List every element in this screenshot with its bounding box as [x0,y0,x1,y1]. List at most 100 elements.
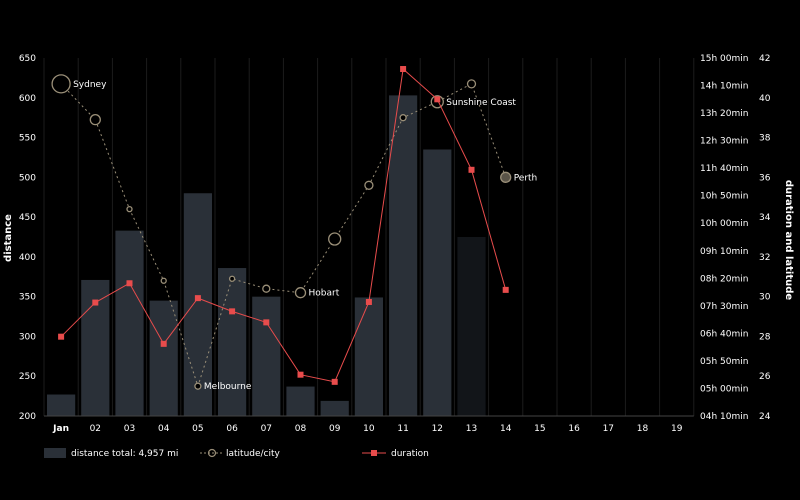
duration-point [194,295,201,302]
latitude-tick-label: 24 [759,412,771,422]
latitude-point [89,114,101,126]
duration-tick-label: 05h 00min [700,384,748,394]
duration-point [297,371,304,378]
x-tick-label: 05 [192,424,203,434]
left-tick-label: 650 [19,54,36,64]
x-tick-label: 06 [226,424,238,434]
bar-06 [218,268,247,416]
legend-swatch-duration-marker [371,450,377,456]
legend-swatch-distance [44,448,66,458]
bar-13 [457,237,486,416]
duration-point [365,298,372,305]
city-label: Sydney [73,80,107,90]
bar-Jan [47,394,76,416]
latitude-point [399,114,407,122]
duration-tick-label: 05h 50min [700,357,748,367]
latitude-point [328,232,342,246]
duration-tick-label: 14h 10min [700,82,748,92]
duration-point [92,299,99,306]
right-outer-axis: 24 26 28 30 32 34 36 38 40 42 [759,54,771,422]
latitude-point [228,275,236,282]
duration-point [126,280,133,287]
left-tick-label: 300 [19,332,36,342]
duration-tick-label: 04h 10min [700,412,748,422]
duration-tick-label: 06h 40min [700,329,748,339]
x-tick-label: 09 [329,424,341,434]
latitude-point [160,277,167,284]
x-tick-label: 15 [534,424,545,434]
left-tick-label: 450 [19,213,36,223]
duration-point [502,286,509,293]
latitude-path [60,83,507,388]
vertical-grid [43,58,695,416]
latitude-tick-label: 40 [759,94,771,104]
duration-point [229,308,236,315]
legend-label-latitude: latitude/city [226,449,281,459]
latitude-point [194,382,202,390]
legend: distance total: 4,957 mi latitude/city d… [44,448,429,459]
latitude-point [466,79,477,89]
bar-04 [149,300,178,416]
x-tick-label: 04 [158,424,170,434]
x-tick-label: 11 [397,424,408,434]
latitude-tick-label: 26 [759,372,771,382]
duration-point [434,96,441,103]
x-tick-label: 19 [671,424,683,434]
left-tick-label: 250 [19,372,36,382]
latitude-tick-label: 42 [759,54,770,64]
duration-tick-label: 11h 40min [700,164,748,174]
duration-line [58,66,509,385]
left-tick-label: 350 [19,293,36,303]
bar-03 [115,230,144,416]
latitude-line: Sydney Melbourne Hobart Sunshine Coast Perth [51,74,537,392]
duration-point [400,66,407,73]
city-label: Sunshine Coast [446,98,516,108]
legend-label-duration: duration [391,449,429,459]
x-tick-label: 08 [295,424,307,434]
x-axis: Jan 02 03 04 05 06 07 08 09 10 11 12 13 14 15 16 17 18 19 [44,415,694,434]
latitude-tick-label: 30 [759,293,771,303]
latitude-point [364,180,374,190]
duration-tick-label: 10h 00min [700,219,748,229]
duration-tick-label: 08h 20min [700,274,748,284]
bar-08 [286,386,315,416]
latitude-tick-label: 28 [759,332,771,342]
duration-tick-label: 07h 30min [700,302,748,312]
right-axis-title: duration and latitude [783,180,794,301]
duration-tick-label: 09h 10min [700,247,748,257]
duration-tick-label: 15h 00min [700,54,748,64]
bar-10 [354,297,383,416]
bar-05 [183,193,212,416]
legend-label-distance: distance [71,449,110,459]
left-tick-label: 550 [19,134,36,144]
latitude-point [51,74,71,94]
x-tick-label: 16 [568,424,580,434]
x-tick-label: Jan [52,424,69,434]
city-label: Hobart [309,289,340,299]
left-tick-label: 200 [19,412,36,422]
latitude-point [500,171,512,183]
left-axis: 200 250 300 350 400 450 500 550 600 650 [19,54,36,422]
duration-tick-label: 10h 50min [700,192,748,202]
latitude-point [262,284,271,293]
bar-09 [320,400,349,416]
x-tick-label: 17 [603,424,614,434]
left-tick-label: 400 [19,253,36,263]
x-tick-label: 02 [90,424,101,434]
legend-total-distance: total: 4,957 mi [112,449,178,459]
duration-path [60,68,507,383]
duration-point [263,319,270,326]
latitude-point [126,206,133,213]
left-tick-label: 500 [19,173,36,183]
bar-07 [252,296,281,416]
duration-point [58,333,65,340]
x-tick-label: 13 [466,424,477,434]
legend-swatch-latitude-marker [207,448,217,458]
x-tick-label: 18 [637,424,649,434]
left-tick-label: 600 [19,94,36,104]
city-label: Melbourne [204,382,252,392]
x-tick-label: 14 [500,424,512,434]
latitude-tick-label: 32 [759,253,770,263]
duration-point [468,166,475,173]
latitude-tick-label: 34 [759,213,771,223]
